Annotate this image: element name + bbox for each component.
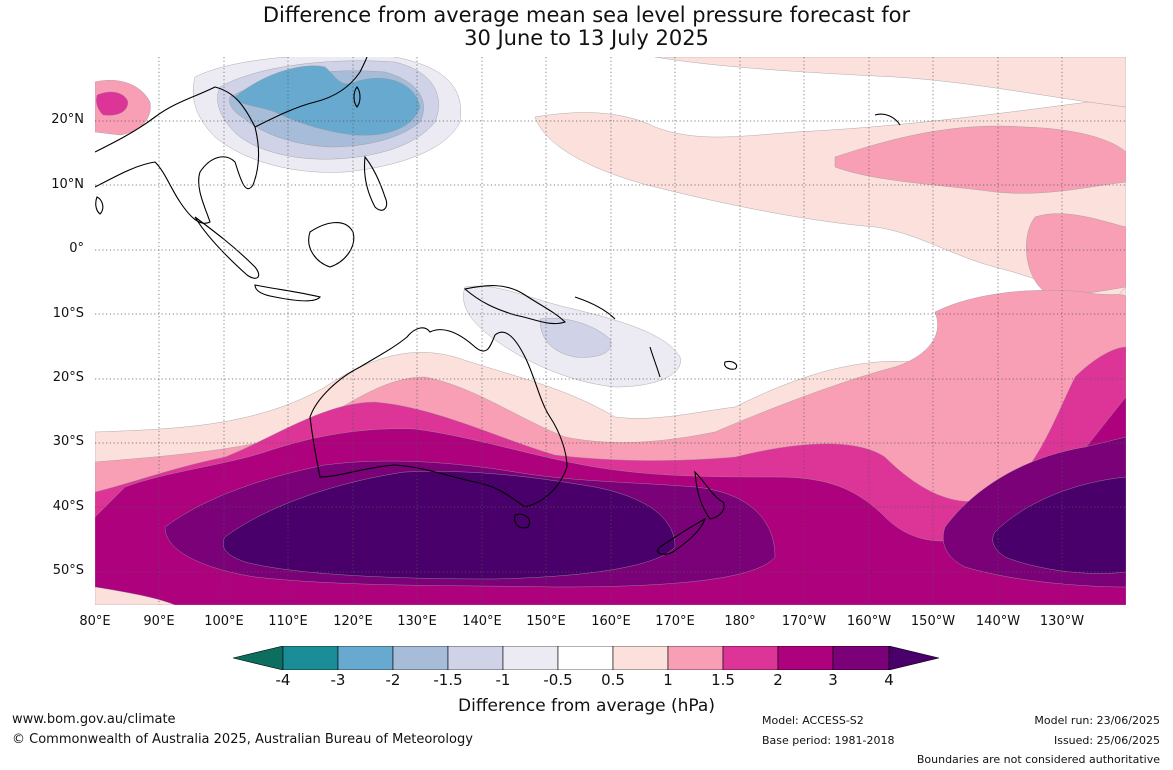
colorbar-tick-2: -2 (385, 671, 401, 689)
lat-label-20n: 20°N (51, 112, 84, 127)
new-zealand-south-coastline (657, 517, 707, 555)
lon-label-170w: 170°W (781, 614, 827, 629)
colorbar-tick-1: -3 (330, 671, 346, 689)
lon-label-120e: 120°E (333, 614, 373, 629)
lat-label-20s: 20°S (52, 370, 84, 385)
anomaly-contours (95, 57, 1126, 605)
colorbar-label: Difference from average (hPa) (458, 696, 715, 716)
lon-label-150e: 150°E (526, 614, 566, 629)
colorbar-tick-10: 3 (828, 671, 838, 689)
contour-lilac-central (539, 317, 612, 358)
lon-label-160e: 160°E (591, 614, 631, 629)
colorbar-tick-6: 0.5 (601, 671, 625, 689)
colorbar-tick-4: -1 (495, 671, 511, 689)
model-run-text: Model run: 23/06/2025 (1034, 714, 1160, 727)
colorbar-swatch-1 (282, 645, 339, 671)
lon-label-90e: 90°E (143, 614, 175, 629)
lon-label-150w: 150°W (910, 614, 956, 629)
colorbar-swatch-7 (612, 645, 669, 671)
lon-label-160w: 160°W (846, 614, 892, 629)
issued-text: Issued: 25/06/2025 (1053, 734, 1160, 747)
taiwan-coastline (353, 86, 361, 108)
graticule (95, 57, 1126, 605)
colorbar-swatch-10 (777, 645, 834, 671)
lat-label-30s: 30°S (52, 434, 84, 449)
china-coastline (254, 57, 368, 128)
coastlines (95, 57, 901, 555)
colorbar-swatch-3 (392, 645, 449, 671)
new-guinea-coastline (463, 285, 567, 325)
lat-label-50s: 50°S (52, 563, 84, 578)
colorbar-swatch-12 (888, 645, 940, 671)
lon-label-80e: 80°E (79, 614, 111, 629)
lat-label-0: 0° (69, 241, 84, 256)
sri-lanka-coastline (95, 196, 104, 215)
copyright-text: © Commonwealth of Australia 2025, Austra… (12, 732, 473, 747)
lon-label-130w: 130°W (1039, 614, 1085, 629)
map-title: Difference from average mean sea level p… (0, 4, 1173, 50)
lon-label-140e: 140°E (462, 614, 502, 629)
vanuatu-coastline (649, 346, 661, 378)
borneo-coastline (308, 222, 355, 268)
new-zealand-north-coastline (694, 470, 725, 520)
title-line-2: 30 June to 13 July 2025 (464, 26, 709, 50)
colorbar-tick-8: 1.5 (711, 671, 735, 689)
colorbar-tick-9: 2 (773, 671, 783, 689)
disclaimer-text: Boundaries are not considered authoritat… (916, 753, 1160, 766)
colorbar-tick-3: -1.5 (433, 671, 463, 689)
map-canvas (95, 57, 1126, 605)
colorbar-swatch-4 (447, 645, 504, 671)
lat-label-10n: 10°N (51, 177, 84, 192)
colorbar-swatch-5 (502, 645, 559, 671)
colorbar-swatch-8 (667, 645, 724, 671)
lon-label-170e: 170°E (655, 614, 695, 629)
website-link[interactable]: www.bom.gov.au/climate (12, 712, 176, 727)
title-line-1: Difference from average mean sea level p… (262, 3, 911, 27)
asia-mainland-coastline (95, 86, 260, 224)
colorbar-swatch-2 (337, 645, 394, 671)
contour-strong-northwest (96, 91, 129, 116)
colorbar (232, 645, 940, 674)
lon-label-180: 180° (724, 614, 756, 629)
contour-pink-light-southwest (95, 586, 176, 605)
model-text: Model: ACCESS-S2 (762, 714, 864, 727)
colorbar-swatch-6 (557, 645, 614, 671)
lat-label-40s: 40°S (52, 499, 84, 514)
contour-pink-light-north-top (654, 57, 1126, 108)
philippines-coastline (363, 155, 388, 211)
colorbar-swatches (232, 645, 940, 671)
contour-dark-purple-east (992, 476, 1126, 574)
pressure-anomaly-map (95, 57, 1126, 605)
contour-dark-purple (223, 471, 676, 580)
colorbar-tick-0: -4 (275, 671, 291, 689)
sumatra-coastline (194, 216, 260, 279)
fiji-coastline (724, 361, 738, 370)
java-coastline (254, 284, 321, 302)
lat-label-10s: 10°S (52, 306, 84, 321)
colorbar-tick-11: 4 (884, 671, 894, 689)
colorbar-swatch-0 (232, 645, 284, 671)
lon-label-140w: 140°W (975, 614, 1021, 629)
lon-label-130e: 130°E (397, 614, 437, 629)
solomon-islands-coastline (574, 296, 616, 320)
tasmania-coastline (514, 513, 531, 529)
lon-label-100e: 100°E (204, 614, 244, 629)
australia-coastline (309, 327, 568, 508)
contour-pink-medium-east (1026, 213, 1126, 295)
colorbar-swatch-11 (832, 645, 890, 671)
hawaii-coastline (874, 113, 901, 126)
colorbar-swatch-9 (722, 645, 779, 671)
base-period-text: Base period: 1981-2018 (762, 734, 895, 747)
lon-label-110e: 110°E (268, 614, 308, 629)
contour-blue-north (234, 65, 421, 136)
colorbar-tick-5: -0.5 (543, 671, 573, 689)
colorbar-tick-7: 1 (663, 671, 673, 689)
